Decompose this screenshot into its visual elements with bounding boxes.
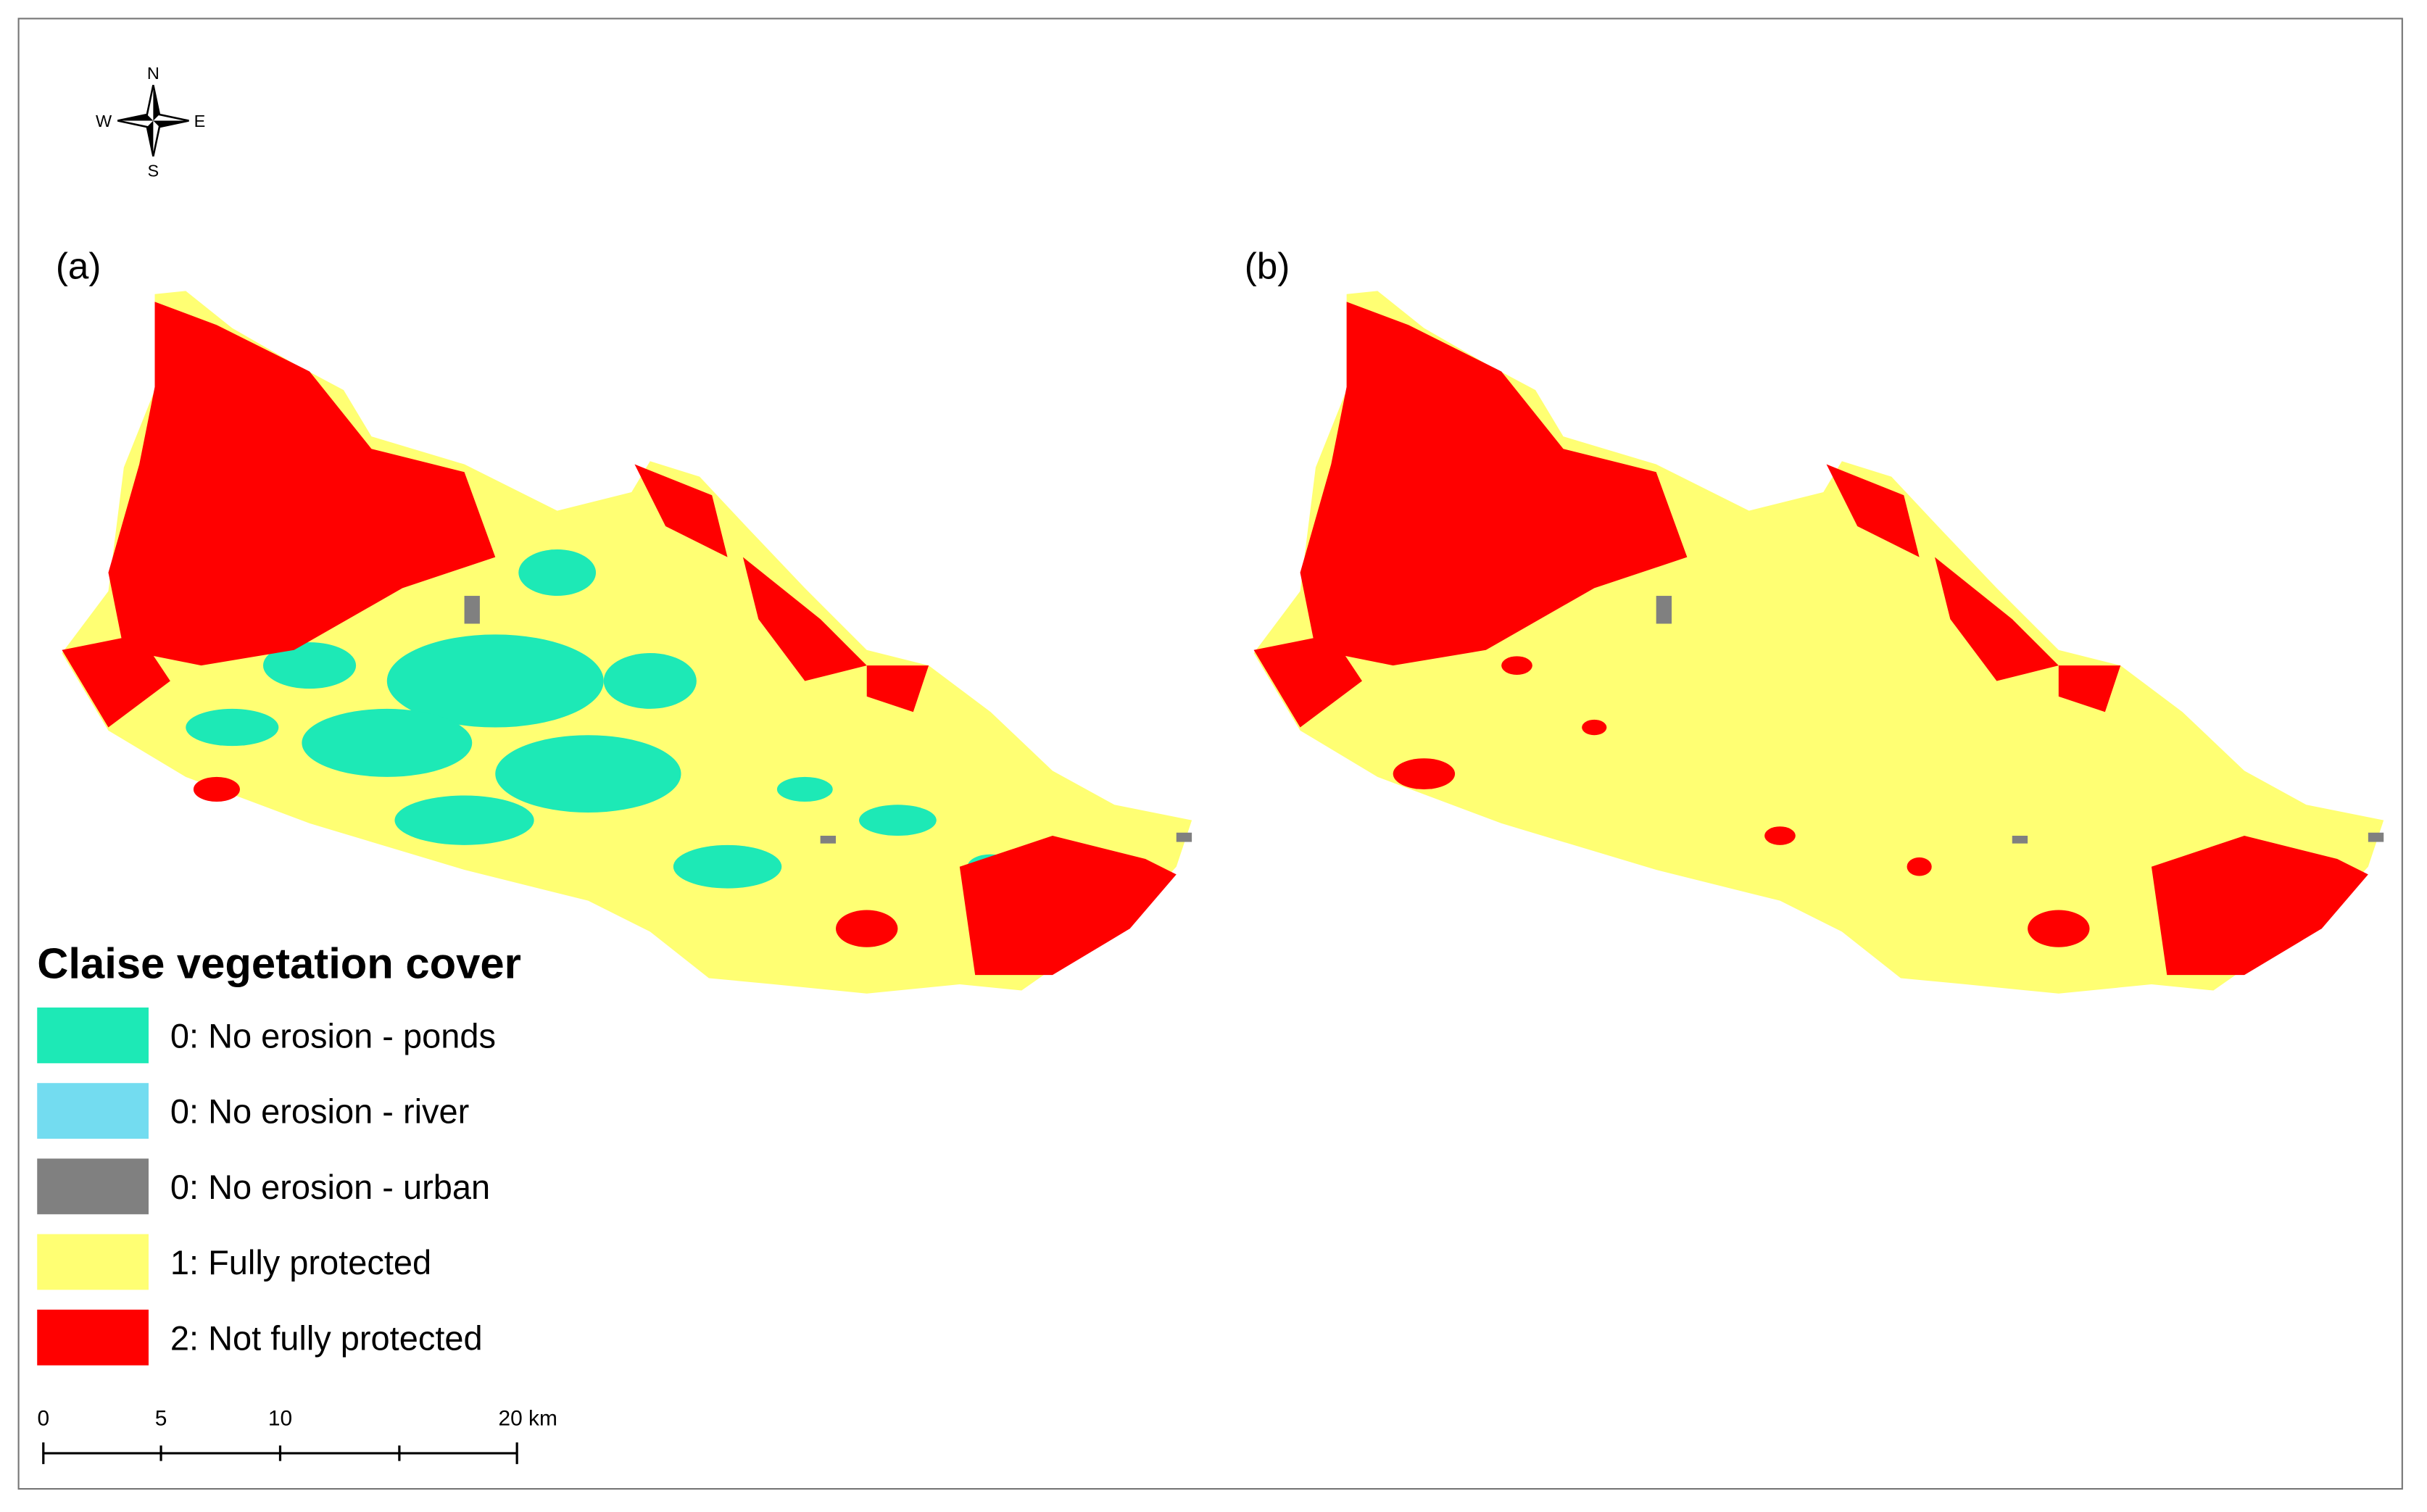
legend-swatch bbox=[37, 1008, 149, 1063]
compass-s: S bbox=[148, 161, 159, 180]
legend-title: Claise vegetation cover bbox=[37, 939, 521, 987]
compass-n: N bbox=[147, 64, 159, 83]
legend-label: 0: No erosion - river bbox=[170, 1092, 469, 1131]
map-panel-b bbox=[1253, 291, 2384, 994]
compass-w: W bbox=[96, 112, 112, 130]
scale-label: 10 bbox=[268, 1407, 292, 1431]
legend-label: 1: Fully protected bbox=[170, 1243, 431, 1282]
legend-label: 2: Not fully protected bbox=[170, 1318, 483, 1357]
legend-label: 0: No erosion - urban bbox=[170, 1168, 490, 1206]
legend-swatch bbox=[37, 1083, 149, 1139]
scale-label: 20 km bbox=[499, 1407, 557, 1431]
north-arrow: N S W E bbox=[96, 64, 205, 180]
legend-label: 0: No erosion - ponds bbox=[170, 1017, 496, 1055]
compass-e: E bbox=[194, 112, 206, 130]
panel-label: (a) bbox=[56, 245, 101, 286]
legend: 0: No erosion - ponds 0: No erosion - riv… bbox=[37, 1008, 496, 1366]
panel-label: (b) bbox=[1245, 245, 1290, 286]
legend-swatch bbox=[37, 1309, 149, 1366]
legend-swatch bbox=[37, 1234, 149, 1290]
map-panel-a bbox=[62, 291, 1192, 994]
scale-bar bbox=[42, 1442, 518, 1464]
legend-swatch bbox=[37, 1158, 149, 1215]
scale-label: 5 bbox=[155, 1407, 167, 1431]
scale-label: 0 bbox=[37, 1407, 49, 1431]
